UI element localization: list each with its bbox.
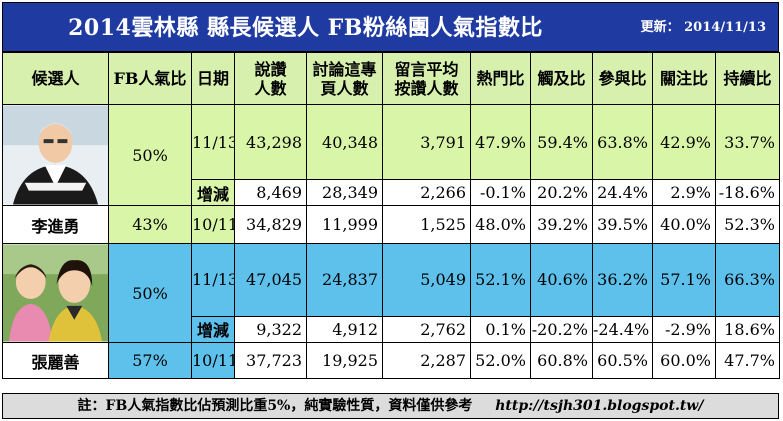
fb-ratio: 50%	[108, 104, 192, 206]
data-cell: 19,925	[306, 342, 383, 379]
portrait-man-image	[3, 105, 108, 205]
change-label: 增減	[191, 179, 235, 206]
data-cell: 42.9%	[652, 104, 716, 180]
header-cell: 持續比	[715, 52, 780, 105]
data-cell: 1,525	[382, 205, 471, 244]
table-row: 50% 11/13 47,045 24,837 5,049 52.1% 40.6…	[2, 243, 780, 343]
data-cell: 52.0%	[470, 342, 531, 379]
data-cell: 33.7%	[715, 104, 780, 180]
data-cell: 66.3%	[715, 243, 780, 317]
data-cell: 36.2%	[592, 243, 653, 317]
blog-url: http://tsjh301.blogspot.tw/	[495, 398, 704, 414]
data-cell: 37,723	[234, 342, 307, 379]
change-cell: 28,349	[306, 179, 383, 206]
comparison-table: 候選人 FB人氣比 日期 說讚 人數 討論這專 頁人數 留言平均 按讚人數 熱門…	[2, 52, 780, 379]
fb-ratio: 50%	[108, 243, 192, 343]
footer-note-bar: 註：FB人氣指數比佔預測比重5%，純實驗性質，資料僅供參考 http://tsj…	[2, 393, 779, 419]
table-row: 張麗善 57% 10/11 37,723 19,925 2,287 52.0% …	[2, 342, 780, 379]
data-cell: 39.5%	[592, 205, 653, 244]
change-cell: 8,469	[234, 179, 307, 206]
data-cell: 47.7%	[715, 342, 780, 379]
header-cell: 關注比	[652, 52, 716, 105]
data-cell: 60.0%	[652, 342, 716, 379]
data-cell: 48.0%	[470, 205, 531, 244]
portrait-woman-child-image	[3, 244, 108, 342]
updated-date: 更新： 2014/11/13	[640, 20, 766, 35]
data-cell: 40,348	[306, 104, 383, 180]
data-cell: 40.0%	[652, 205, 716, 244]
header-cell: 說讚 人數	[234, 52, 307, 105]
data-cell: 5,049	[382, 243, 471, 317]
data-cell: 63.8%	[592, 104, 653, 180]
data-cell: 40.6%	[530, 243, 593, 317]
data-cell: 60.8%	[530, 342, 593, 379]
prev-ratio: 57%	[108, 342, 192, 379]
change-cell: -20.2%	[530, 315, 593, 344]
change-cell: -24.4%	[592, 315, 653, 344]
date-cell: 10/11	[191, 342, 235, 379]
data-cell: 11,999	[306, 205, 383, 244]
change-label: 增減	[191, 315, 235, 344]
header-cell: 日期	[191, 52, 235, 105]
date-cell: 11/13	[191, 243, 235, 317]
table-row: 李進勇 43% 10/11 34,829 11,999 1,525 48.0% …	[2, 205, 780, 244]
data-cell: 43,298	[234, 104, 307, 180]
data-cell: 47.9%	[470, 104, 531, 180]
date-cell: 11/13	[191, 104, 235, 180]
candidate-photo	[2, 104, 109, 206]
data-cell: 3,791	[382, 104, 471, 180]
data-cell: 39.2%	[530, 205, 593, 244]
data-cell: 57.1%	[652, 243, 716, 317]
change-cell: -18.6%	[715, 179, 780, 206]
change-cell: 2,266	[382, 179, 471, 206]
title-bar: 2014雲林縣 縣長候選人 FB粉絲團人氣指數比 更新： 2014/11/13	[2, 2, 779, 52]
footer-note: 註：FB人氣指數比佔預測比重5%，純實驗性質，資料僅供參考	[77, 398, 473, 414]
change-cell: -2.9%	[652, 315, 716, 344]
change-cell: -0.1%	[470, 179, 531, 206]
change-cell: 2,762	[382, 315, 471, 344]
table-row: 50% 11/13 43,298 40,348 3,791 47.9% 59.4…	[2, 104, 780, 206]
data-cell: 52.3%	[715, 205, 780, 244]
header-cell: 討論這專 頁人數	[306, 52, 383, 105]
header-cell: 熱門比	[470, 52, 531, 105]
candidate-name: 李進勇	[2, 205, 109, 244]
candidate-name: 張麗善	[2, 342, 109, 379]
data-cell: 2,287	[382, 342, 471, 379]
page-title: 2014雲林縣 縣長候選人 FB粉絲團人氣指數比	[68, 15, 543, 41]
header-cell: FB人氣比	[108, 52, 192, 105]
candidate-photo	[2, 243, 109, 343]
change-cell: 9,322	[234, 315, 307, 344]
data-cell: 52.1%	[470, 243, 531, 317]
data-cell: 24,837	[306, 243, 383, 317]
header-cell: 留言平均 按讚人數	[382, 52, 471, 105]
data-cell: 47,045	[234, 243, 307, 317]
prev-ratio: 43%	[108, 205, 192, 244]
change-cell: 18.6%	[715, 315, 780, 344]
header-cell: 觸及比	[530, 52, 593, 105]
data-cell: 34,829	[234, 205, 307, 244]
change-cell: 20.2%	[530, 179, 593, 206]
table-row: 增減 9,322 4,912 2,762 0.1% -20.2% -24.4% …	[3, 315, 780, 344]
header-cell: 參與比	[592, 52, 653, 105]
change-cell: 24.4%	[592, 179, 653, 206]
date-cell: 10/11	[191, 205, 235, 244]
change-cell: 4,912	[306, 315, 383, 344]
data-cell: 59.4%	[530, 104, 593, 180]
data-cell: 60.5%	[592, 342, 653, 379]
change-cell: 0.1%	[470, 315, 531, 344]
header-row: 候選人 FB人氣比 日期 說讚 人數 討論這專 頁人數 留言平均 按讚人數 熱門…	[2, 52, 780, 105]
change-cell: 2.9%	[652, 179, 716, 206]
header-cell: 候選人	[2, 52, 109, 105]
